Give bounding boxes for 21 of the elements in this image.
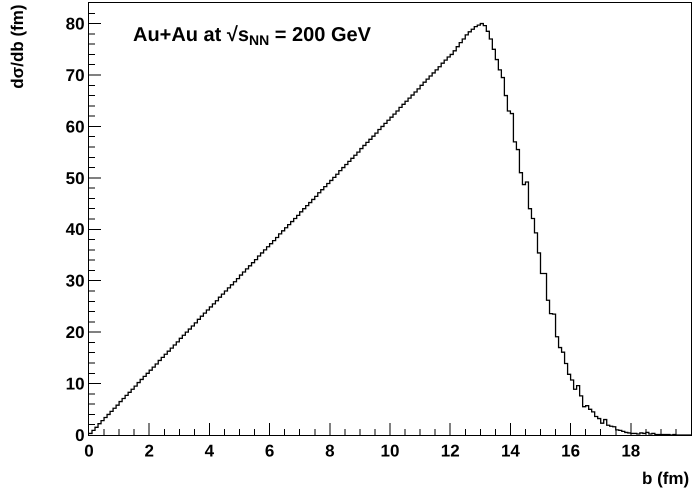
x-tick-label: 18: [621, 441, 640, 460]
y-tick-label: 70: [66, 66, 85, 85]
y-tick-label: 50: [66, 168, 85, 188]
x-tick-label: 6: [264, 441, 274, 460]
x-axis-title: b (fm): [642, 469, 690, 488]
y-tick-label: 60: [66, 117, 85, 136]
y-axis-title: dσ/db (fm): [8, 4, 27, 89]
y-tick-label: 20: [66, 323, 85, 342]
y-tick-label: 80: [66, 14, 85, 34]
x-tick-label: 16: [561, 441, 580, 460]
x-tick-label: 8: [325, 441, 335, 460]
annotation: Au+Au at √s$_{NN}$ = 200 GeV: [133, 24, 372, 48]
y-tick-label: 30: [66, 272, 85, 291]
x-tick-label: 14: [500, 441, 520, 460]
x-tick-label: 12: [440, 441, 460, 460]
y-tick-label: 40: [66, 220, 85, 240]
y-tick-label: 10: [66, 374, 85, 394]
x-tick-label: 2: [144, 441, 154, 460]
x-tick-label: 4: [204, 441, 215, 460]
x-tick-label: 10: [380, 441, 400, 460]
y-tick-label: 0: [75, 426, 85, 445]
